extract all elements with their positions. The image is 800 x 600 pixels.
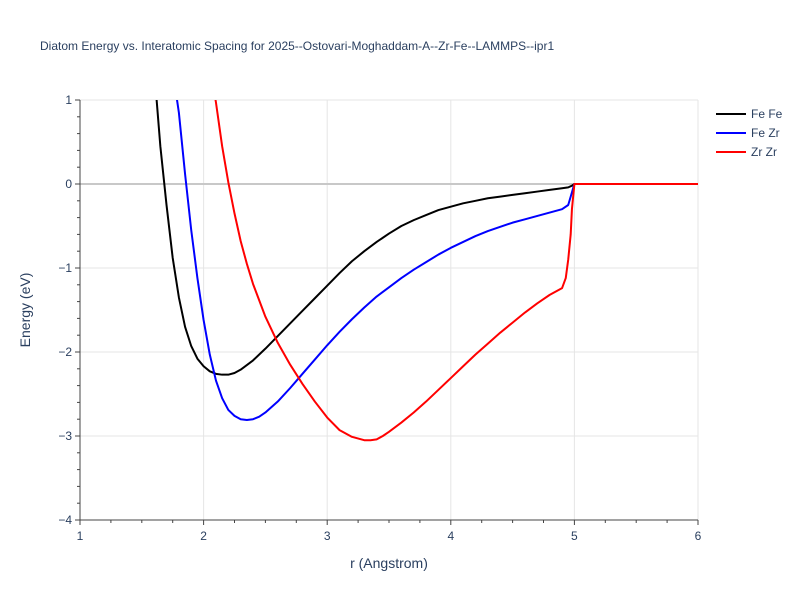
series-line-zr-zr <box>214 100 698 442</box>
plot-background <box>80 100 698 520</box>
legend-label: Fe Zr <box>751 126 780 140</box>
x-tick-label: 1 <box>77 529 84 543</box>
axes: 1 2 3 4 5 6 1 0 −1 −2 −3 −4 <box>58 93 701 543</box>
legend-label: Zr Zr <box>751 145 777 159</box>
x-axis-title: r (Angstrom) <box>350 555 428 571</box>
grid <box>80 99 699 520</box>
x-tick-label: 4 <box>447 529 454 543</box>
x-tick-label: 6 <box>695 529 702 543</box>
x-tick-label: 5 <box>571 529 578 543</box>
y-tick-label: 1 <box>65 93 72 107</box>
legend-item[interactable]: Fe Fe <box>716 107 783 121</box>
x-tick-label: 3 <box>324 529 331 543</box>
legend-item[interactable]: Fe Zr <box>716 126 780 140</box>
y-tick-label: −3 <box>58 429 72 443</box>
y-tick-label: −1 <box>58 261 72 275</box>
series-layer <box>155 100 698 442</box>
legend-label: Fe Fe <box>751 107 783 121</box>
y-tick-label: −2 <box>58 345 72 359</box>
y-tick-label: −4 <box>58 513 72 527</box>
x-tick-label: 2 <box>200 529 207 543</box>
y-tick-label: 0 <box>65 177 72 191</box>
y-axis-title: Energy (eV) <box>17 273 33 348</box>
series-line-fe-fe <box>155 100 698 376</box>
legend-item[interactable]: Zr Zr <box>716 145 777 159</box>
legend: Fe Fe Fe Zr Zr Zr <box>716 107 783 159</box>
chart-title: Diatom Energy vs. Interatomic Spacing fo… <box>40 39 554 53</box>
series-line-fe-zr <box>176 100 698 422</box>
